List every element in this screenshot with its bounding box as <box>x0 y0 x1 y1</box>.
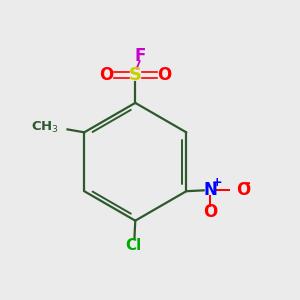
Text: +: + <box>212 176 223 190</box>
Text: S: S <box>129 66 142 84</box>
Text: -: - <box>244 176 250 190</box>
Text: O: O <box>158 66 172 84</box>
Text: O: O <box>236 181 250 199</box>
Text: N: N <box>203 181 218 199</box>
Text: O: O <box>99 66 113 84</box>
Text: O: O <box>203 203 218 221</box>
Text: F: F <box>135 47 146 65</box>
Text: Cl: Cl <box>126 238 142 253</box>
Text: CH$_3$: CH$_3$ <box>31 119 59 135</box>
